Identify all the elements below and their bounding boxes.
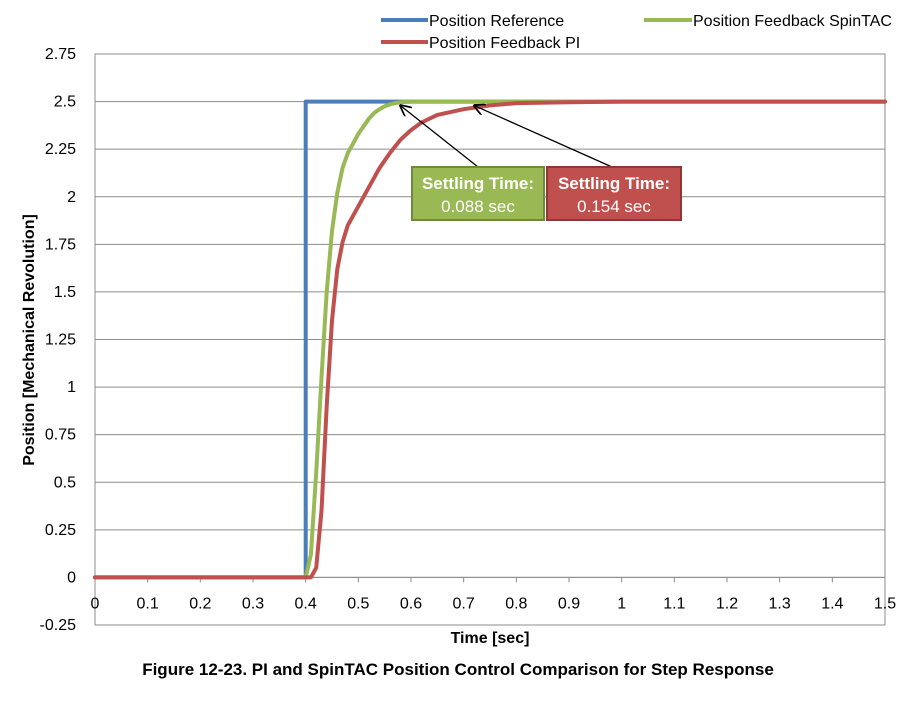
y-tick-label: 1.75	[45, 236, 76, 253]
x-tick-labels: 0 0.1 0.2 0.3 0.4 0.5 0.6 0.7 0.8 0.9 1 1.1 1.2 1.3 1.…	[91, 595, 897, 612]
callout-box-0	[411, 166, 545, 221]
y-tick-label: 2.5	[54, 94, 76, 111]
y-tick-label: 2	[67, 189, 76, 206]
x-tick-label: 0.7	[453, 595, 475, 612]
callout-arrow-0	[400, 106, 479, 168]
y-tick-labels: -0.25 0 0.25 0.5 0.75 1 1.25 1.5 1.75 2 2.25 2.5 2.7…	[40, 46, 77, 634]
x-tick-label: 0.9	[558, 595, 580, 612]
x-tick-label: 1.2	[716, 595, 738, 612]
x-tick-label: 0.5	[347, 595, 369, 612]
x-tick-label: 1	[617, 595, 626, 612]
y-tick-label: 0	[67, 569, 76, 586]
step-response-chart: -0.25 0 0.25 0.5 0.75 1 1.25 1.5 1.75 2 2.25 2.5 2.7…	[21, 13, 897, 647]
y-axis-title: Position [Mechanical Revolution]	[21, 214, 38, 466]
callout-box-1	[546, 166, 682, 221]
callout-arrow-1	[474, 106, 613, 168]
legend: Position Reference Position Feedback Spin…	[381, 13, 892, 52]
series-line-1	[93, 99, 887, 580]
x-tick-label: 0.3	[242, 595, 264, 612]
legend-label-1: Position Feedback SpinTAC	[693, 13, 892, 30]
series-line-2	[93, 99, 887, 580]
x-tick-label: 1.1	[663, 595, 685, 612]
x-tick-label: 1.3	[769, 595, 791, 612]
x-tick-label: 0.6	[400, 595, 422, 612]
x-tick-label: 1.5	[874, 595, 896, 612]
x-tick-label: 0	[91, 595, 100, 612]
series-lines	[93, 99, 887, 580]
legend-label-0: Position Reference	[429, 13, 564, 30]
y-tick-label: 1	[67, 379, 76, 396]
y-tick-label: 0.25	[45, 522, 76, 539]
callout-value-1: 0.154 sec	[577, 197, 651, 216]
y-tick-label: 2.25	[45, 141, 76, 158]
settling-time-callouts: Settling Time: 0.088 sec Settling Time: 0.1…	[400, 106, 682, 221]
y-tick-label: 1.5	[54, 284, 76, 301]
y-tick-label: -0.25	[40, 617, 77, 634]
callout-title-1: Settling Time:	[558, 174, 670, 193]
x-axis-title: Time [sec]	[451, 630, 530, 647]
figure-caption: Figure 12-23. PI and SpinTAC Position Co…	[142, 660, 774, 679]
callout-value-0: 0.088 sec	[441, 197, 515, 216]
x-tick-label: 0.2	[189, 595, 211, 612]
legend-label-2: Position Feedback PI	[429, 35, 580, 52]
y-tick-label: 1.25	[45, 332, 76, 349]
x-tick-label: 1.4	[821, 595, 843, 612]
callout-title-0: Settling Time:	[422, 174, 534, 193]
x-tick-label: 0.8	[505, 595, 527, 612]
x-tick-label: 0.4	[295, 595, 317, 612]
y-tick-label: 0.75	[45, 427, 76, 444]
y-tick-label: 0.5	[54, 474, 76, 491]
x-tick-label: 0.1	[137, 595, 159, 612]
y-tick-label: 2.75	[45, 46, 76, 63]
